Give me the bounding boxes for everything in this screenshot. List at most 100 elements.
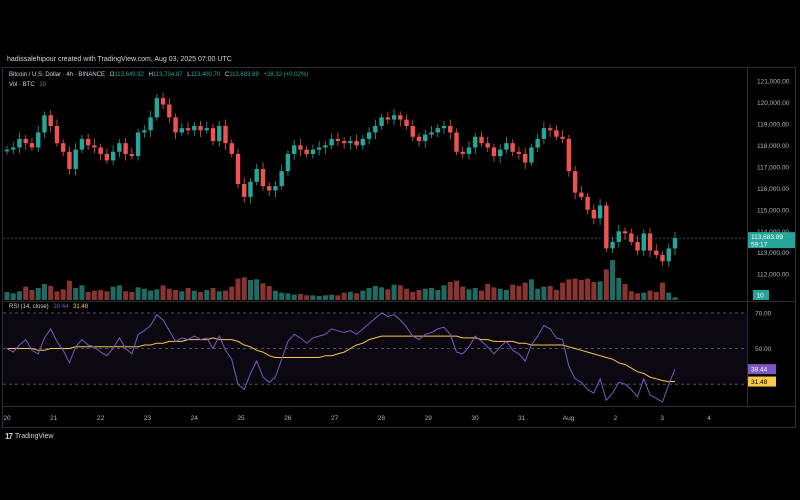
price-tick-label: 116,000.00 bbox=[757, 186, 789, 193]
candle-body bbox=[348, 141, 353, 144]
ohlc-open-label: O bbox=[109, 72, 115, 78]
volume-bar bbox=[279, 292, 285, 300]
volume-bar bbox=[79, 285, 85, 300]
rsi-ma-value-tag bbox=[748, 376, 776, 387]
volume-bar bbox=[41, 284, 47, 300]
volume-bar bbox=[560, 282, 566, 300]
chart-canvas[interactable]: 70.0050.0030.00121,000.00120,000.00119,0… bbox=[3, 68, 795, 427]
volume-bar bbox=[285, 293, 291, 300]
candle-body bbox=[654, 250, 659, 255]
rsi-tick-label: 70.00 bbox=[755, 310, 772, 317]
candle-body bbox=[167, 104, 172, 118]
chart-panel[interactable]: 70.0050.0030.00121,000.00120,000.00119,0… bbox=[2, 67, 796, 428]
volume-bar bbox=[10, 293, 16, 300]
candle-body bbox=[360, 138, 366, 146]
candle-body bbox=[104, 153, 110, 161]
candle-body bbox=[23, 138, 28, 144]
candle-body bbox=[373, 126, 378, 133]
time-tick-label: 22 bbox=[97, 415, 105, 422]
rsi-line bbox=[6, 312, 676, 403]
volume-bar bbox=[478, 290, 484, 300]
volume-bar bbox=[235, 278, 241, 300]
price-tick-label: 117,000.00 bbox=[757, 164, 789, 171]
volume-bar bbox=[366, 288, 372, 300]
volume-value-tag bbox=[753, 290, 769, 300]
volume-bar bbox=[447, 282, 453, 300]
candle-body bbox=[591, 209, 597, 219]
price-tick-label: 113,000.00 bbox=[757, 250, 789, 257]
time-tick-label: 28 bbox=[378, 415, 386, 422]
volume-bar bbox=[410, 292, 416, 300]
volume-bar bbox=[23, 286, 29, 300]
volume-bar bbox=[322, 295, 328, 300]
candle-body bbox=[179, 128, 185, 133]
candle-body bbox=[497, 149, 503, 157]
ohlc-open: 113,649.92 bbox=[114, 72, 144, 78]
candle-body bbox=[210, 128, 216, 142]
volume-bar bbox=[123, 291, 129, 300]
volume-bar bbox=[354, 293, 360, 300]
volume-bar bbox=[266, 286, 272, 300]
candle-body bbox=[67, 151, 72, 169]
candle-body bbox=[242, 184, 247, 197]
volume-bar bbox=[35, 288, 41, 300]
volume-bar bbox=[154, 289, 160, 300]
volume-bar bbox=[129, 292, 135, 300]
candle-body bbox=[629, 233, 634, 242]
candle-body bbox=[616, 231, 622, 242]
volume-bar bbox=[104, 291, 110, 300]
candle-body bbox=[123, 143, 128, 154]
volume-bar bbox=[60, 289, 66, 300]
rsi-ma-value-label: 31.48 bbox=[751, 379, 768, 386]
time-tick-label: 30 bbox=[471, 415, 479, 422]
candle-body bbox=[129, 153, 135, 157]
volume-legend-label: Vol · BTC bbox=[9, 82, 35, 88]
volume-bar bbox=[210, 288, 216, 300]
volume-bar bbox=[466, 289, 472, 300]
tradingview-brand: 17 TradingView bbox=[5, 432, 53, 441]
volume-bar bbox=[628, 291, 634, 300]
candle-body bbox=[73, 149, 78, 169]
candle-body bbox=[541, 128, 547, 139]
volume-bar bbox=[516, 286, 522, 300]
volume-bar bbox=[260, 283, 266, 300]
rsi-value-tag bbox=[748, 364, 776, 375]
candle-body bbox=[110, 151, 116, 161]
candle-body bbox=[660, 254, 665, 262]
volume-bar bbox=[491, 287, 497, 300]
candle-body bbox=[260, 168, 266, 187]
time-tick-label: 20 bbox=[3, 415, 11, 422]
candle-body bbox=[522, 153, 528, 163]
volume-bar bbox=[291, 294, 297, 300]
candle-body bbox=[641, 233, 646, 251]
price-tick-label: 115,000.00 bbox=[757, 207, 789, 214]
volume-bar bbox=[553, 290, 559, 300]
time-tick-label: Aug bbox=[563, 415, 575, 422]
tradingview-logo-icon: 17 bbox=[5, 432, 13, 441]
volume-bar bbox=[335, 295, 341, 300]
volume-bar bbox=[672, 297, 678, 300]
candle-body bbox=[11, 147, 16, 150]
rsi-legend-label: RSI (14, close) bbox=[9, 304, 49, 310]
ohlc-close-label: C bbox=[224, 72, 230, 78]
candles bbox=[4, 92, 678, 267]
volume-bar bbox=[310, 295, 316, 300]
volume-bar bbox=[379, 287, 385, 300]
volume-bars bbox=[4, 260, 678, 300]
candle-body bbox=[273, 186, 278, 191]
volume-bar bbox=[341, 292, 347, 300]
volume-bar bbox=[522, 282, 528, 300]
candle-body bbox=[135, 132, 141, 157]
candle-body bbox=[479, 136, 484, 144]
symbol-title: Bitcoin / U.S. Dollar · 4h · BINANCE bbox=[9, 72, 106, 78]
candle-body bbox=[354, 141, 359, 146]
candle-body bbox=[560, 136, 565, 139]
candle-body bbox=[516, 151, 522, 154]
candle-body bbox=[566, 138, 572, 172]
candle-body bbox=[79, 138, 85, 150]
candle-body bbox=[454, 132, 459, 152]
ohlc-high: 113,734.87 bbox=[152, 72, 183, 78]
candle-body bbox=[185, 128, 191, 131]
candle-body bbox=[510, 143, 515, 152]
